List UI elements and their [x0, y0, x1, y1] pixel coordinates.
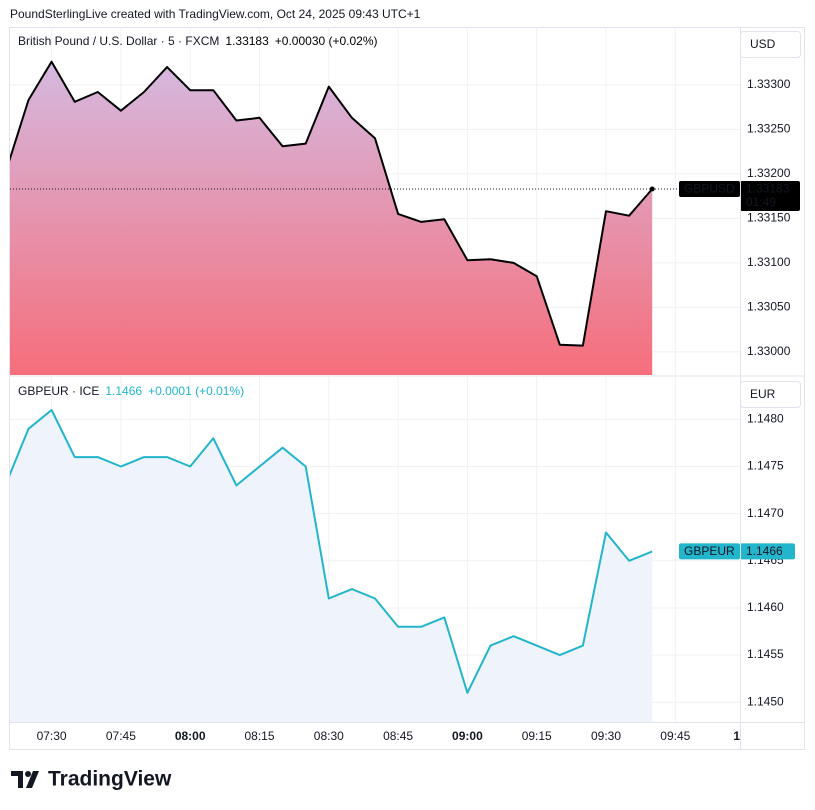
x-tick-label: 08:15: [244, 729, 274, 743]
legend-change: +0.00030 (+0.02%): [275, 34, 378, 48]
y-tick-label: 1.33150: [747, 211, 791, 225]
y-tick-label: 1.33050: [747, 300, 791, 314]
y-tick-label: 1.33200: [747, 166, 791, 180]
price-label: 1.1466: [746, 544, 783, 558]
tv-logo: [11, 771, 39, 788]
legend-change: +0.0001 (+0.01%): [148, 384, 244, 398]
x-tick-label: 09:30: [591, 729, 621, 743]
area: [10, 410, 653, 722]
x-tick-label: 09:00: [452, 729, 483, 743]
line: [10, 60, 653, 347]
x-tick-label: 1: [733, 729, 740, 743]
legend-price: 1.1466: [105, 384, 142, 398]
countdown: 01:49: [746, 195, 776, 209]
price-box: [740, 180, 800, 211]
currency-label: USD: [750, 37, 776, 51]
y-tick-label: 1.33000: [747, 344, 791, 358]
currency-label: EUR: [750, 387, 776, 401]
legend-title: GBPEUR · ICE: [18, 384, 99, 398]
price-box: [740, 543, 795, 560]
x-tick-label: 08:30: [314, 729, 344, 743]
y-tick-label: 1.33250: [747, 122, 791, 136]
y-tick-label: 1.33300: [747, 77, 791, 91]
chart-frame: [9, 27, 805, 750]
series-name: GBPEUR: [684, 544, 735, 558]
y-tick-label: 1.33100: [747, 255, 791, 269]
x-tick-label: 09:15: [522, 729, 552, 743]
y-tick-label: 1.1470: [747, 506, 784, 520]
x-tick-label: 08:45: [383, 729, 413, 743]
plot-panel: [10, 377, 740, 722]
x-tick-label: 07:45: [106, 729, 136, 743]
series-name: GBPUSD: [684, 182, 735, 196]
plot-panel: [10, 27, 740, 375]
y-tick-label: 1.1450: [747, 694, 784, 708]
y-tick-label: 1.1455: [747, 647, 784, 661]
line: [10, 409, 653, 694]
y-tick-label: 1.1460: [747, 600, 784, 614]
legend-title: British Pound / U.S. Dollar · 5 · FXCM: [18, 34, 219, 48]
area: [10, 61, 653, 375]
header: PoundSterlingLive created with TradingVi…: [10, 7, 421, 21]
legend: British Pound / U.S. Dollar · 5 · FXCM 1.…: [18, 34, 378, 48]
y-tick-label: 1.1480: [747, 412, 784, 426]
footer-logo: TradingView: [48, 768, 172, 791]
series-name-box: [679, 180, 740, 197]
series-name-box: [679, 543, 740, 560]
x-tick-label: 09:45: [660, 729, 690, 743]
y-tick-label: 1.1475: [747, 459, 784, 473]
legend: GBPEUR · ICE 1.1466 +0.0001 (+0.01%): [18, 384, 244, 398]
x-tick-label: 08:00: [175, 729, 206, 743]
legend-price: 1.33183: [225, 34, 269, 48]
last-point: [649, 186, 655, 192]
x-tick-label: 07:30: [37, 729, 67, 743]
price-label: 1.33183: [746, 182, 790, 196]
